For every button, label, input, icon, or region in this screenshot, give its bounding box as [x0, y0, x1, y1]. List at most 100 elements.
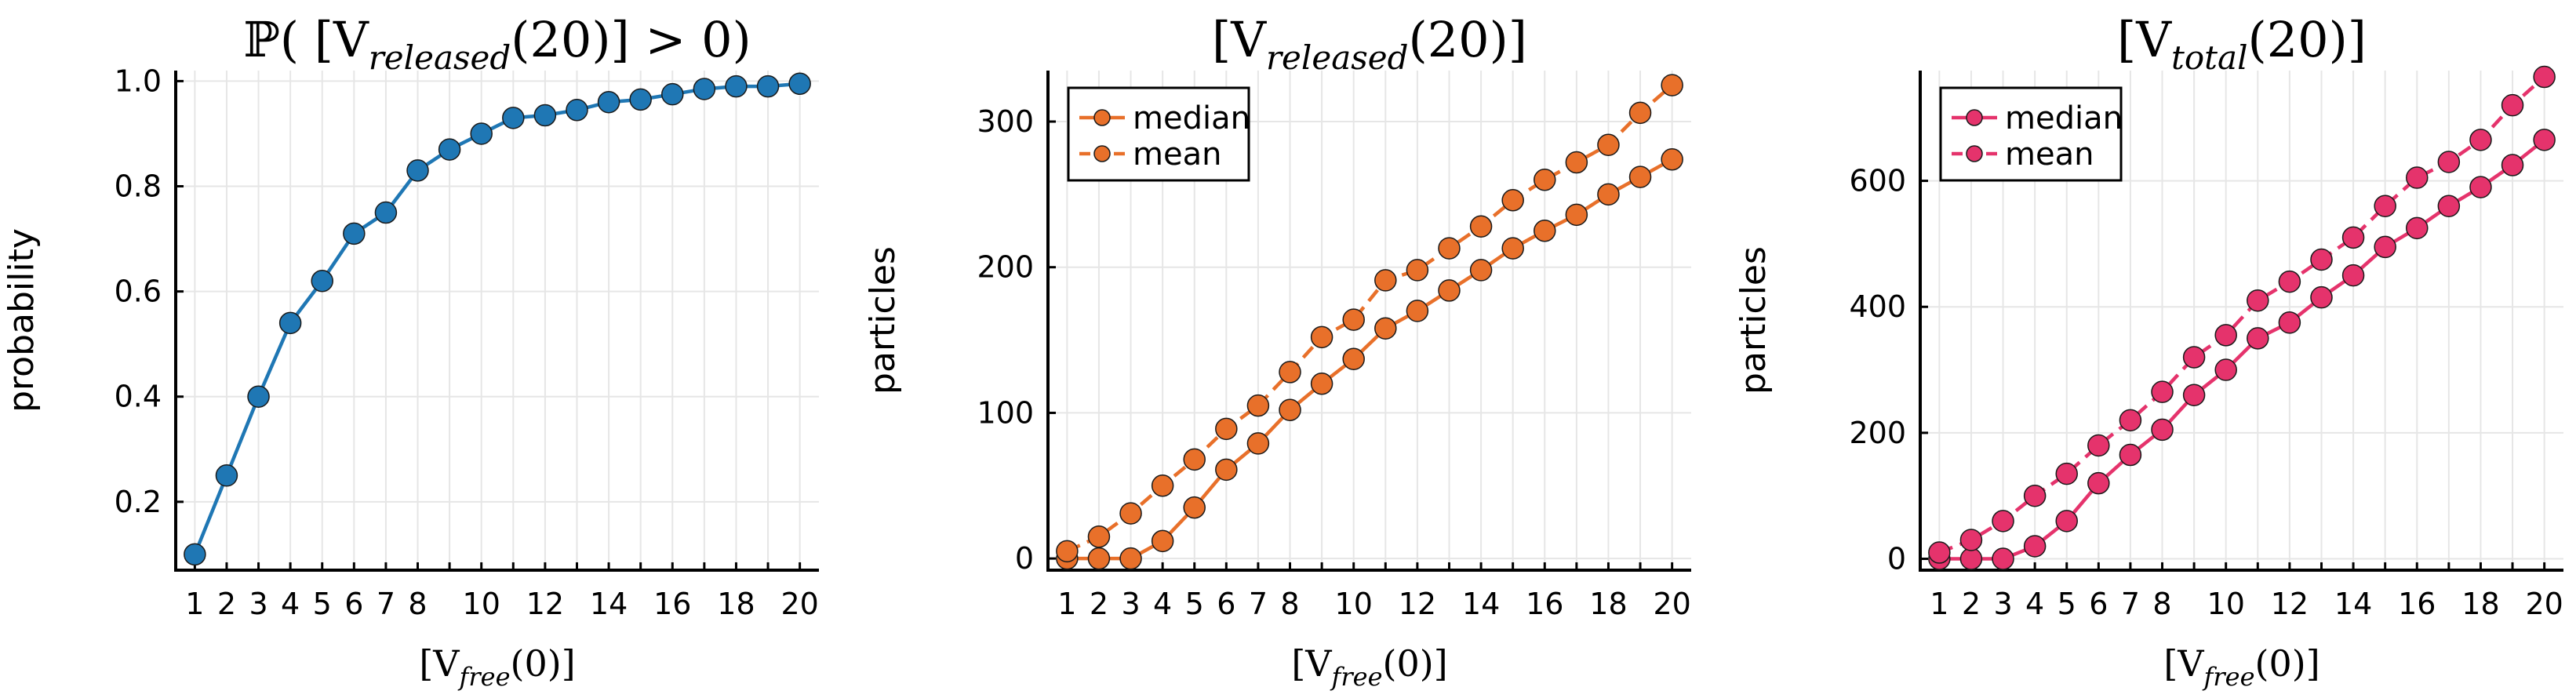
x-axis-label-prefix: [V: [419, 642, 460, 685]
data-point-probability: [629, 88, 652, 111]
x-tick-label: 12: [1399, 587, 1436, 621]
x-tick-label: 3: [249, 587, 267, 621]
data-point-mean: [1628, 101, 1652, 125]
x-tick-label: 10: [1335, 587, 1373, 621]
x-axis-label-suffix: (0)]: [1383, 642, 1448, 685]
data-point-mean: [1374, 269, 1397, 292]
legend-box: [1939, 86, 2123, 182]
data-point-median: [1406, 300, 1429, 322]
data-point-median: [1246, 432, 1270, 455]
x-tick-label: 2: [1962, 587, 1981, 621]
data-point-mean: [2214, 324, 2237, 347]
x-tick-label: 2: [1090, 587, 1108, 621]
data-point-mean: [2469, 129, 2492, 151]
data-point-median: [2374, 235, 2396, 259]
x-axis-label: [Vfree(0)]: [2163, 642, 2319, 692]
data-point-mean: [1246, 394, 1270, 417]
data-point-mean: [1151, 474, 1174, 497]
data-point-median: [2151, 418, 2174, 442]
x-axis-label-subscript: free: [1330, 662, 1383, 692]
data-point-mean: [1342, 308, 1365, 331]
data-point-mean: [1056, 540, 1079, 563]
x-tick-label: 20: [2525, 587, 2563, 621]
legend-marker-mean: [1093, 145, 1111, 162]
data-point-mean: [2119, 409, 2142, 432]
x-tick-label: 14: [590, 587, 628, 621]
chart-title-subscript: total: [2171, 38, 2248, 77]
legend-marker-mean: [1966, 145, 1983, 162]
data-point-median: [2406, 216, 2429, 240]
data-point-probability: [661, 82, 684, 106]
data-point-median: [1534, 220, 1556, 242]
legend-marker-median: [1093, 109, 1111, 126]
y-tick-label: 0.8: [115, 169, 162, 204]
y-axis-label: particles: [863, 246, 903, 394]
released-particles-panel: 1 2 3 4 5 6 7 8 10 12 14 16 18 200100200300[Vreleased…: [863, 11, 1691, 692]
data-point-mean: [2055, 462, 2078, 485]
x-tick-label: 3: [1121, 587, 1140, 621]
data-point-median: [1959, 547, 1983, 570]
x-tick-label: 4: [1153, 587, 1172, 621]
chart-title: ℙ( [Vreleased(20)] > 0): [243, 11, 751, 77]
x-tick-label: 12: [2271, 587, 2309, 621]
x-axis-label-prefix: [V: [1291, 642, 1332, 685]
data-point-median: [2023, 535, 2047, 558]
data-point-mean: [1534, 169, 1556, 191]
total-particles-panel: 1 2 3 4 5 6 7 8 10 12 14 16 18 200200400600[Vtotal(20…: [1734, 11, 2563, 692]
data-point-mean: [2151, 380, 2174, 403]
y-tick-label: 400: [1849, 289, 1906, 324]
x-axis-label-subscript: free: [2203, 662, 2255, 692]
data-point-probability: [502, 107, 525, 129]
data-point-median: [1992, 547, 2014, 570]
x-tick-label: 12: [526, 587, 564, 621]
data-point-mean: [2023, 484, 2047, 507]
data-point-probability: [756, 75, 780, 98]
data-point-probability: [725, 75, 748, 98]
x-tick-label: 7: [377, 587, 395, 621]
x-tick-label: 7: [1249, 587, 1268, 621]
data-point-mean: [1183, 448, 1206, 471]
data-point-probability: [566, 99, 588, 122]
x-axis-label-suffix: (0)]: [2255, 642, 2320, 685]
y-tick-label: 0.4: [115, 380, 162, 414]
y-tick-label: 100: [977, 395, 1034, 430]
x-tick-label: 18: [717, 587, 755, 621]
data-point-mean: [1279, 361, 1301, 384]
data-point-median: [1374, 317, 1397, 340]
data-point-probability: [533, 104, 557, 127]
data-point-median: [1342, 347, 1365, 370]
x-axis-label: [Vfree(0)]: [1291, 642, 1447, 692]
data-point-mean: [2310, 248, 2333, 271]
x-tick-label: 8: [408, 587, 427, 621]
legend-box: [1067, 86, 1250, 182]
data-point-probability: [247, 385, 270, 408]
legend-label-median: median: [2005, 100, 2123, 136]
data-point-probability: [278, 311, 302, 335]
chart-title-suffix: (20)] > 0): [511, 11, 751, 68]
x-tick-label: 4: [2025, 587, 2044, 621]
x-tick-label: 1: [1930, 587, 1948, 621]
y-tick-label: 0.6: [115, 274, 162, 309]
chart-title-prefix: ℙ( [V: [243, 11, 369, 68]
data-point-median: [2533, 129, 2556, 151]
legend-marker-median: [1966, 109, 1983, 126]
legend-label-mean: mean: [1133, 136, 1221, 173]
legend-label-median: median: [1133, 100, 1250, 136]
y-tick-label: 0: [1015, 541, 1034, 576]
data-point-mean: [1992, 510, 2014, 533]
y-tick-label: 200: [977, 250, 1034, 285]
x-tick-label: 8: [2152, 587, 2171, 621]
data-point-median: [1279, 398, 1301, 421]
y-tick-label: 0.2: [115, 485, 162, 519]
x-tick-label: 16: [653, 587, 691, 621]
data-point-mean: [1661, 74, 1683, 96]
data-point-probability: [343, 222, 366, 245]
data-point-median: [2214, 358, 2237, 381]
data-point-median: [2341, 264, 2365, 287]
chart-title-subscript: released: [369, 38, 511, 77]
x-tick-label: 7: [2121, 587, 2140, 621]
data-point-mean: [2533, 65, 2556, 89]
data-point-mean: [1119, 502, 1142, 525]
data-point-median: [1469, 259, 1493, 282]
